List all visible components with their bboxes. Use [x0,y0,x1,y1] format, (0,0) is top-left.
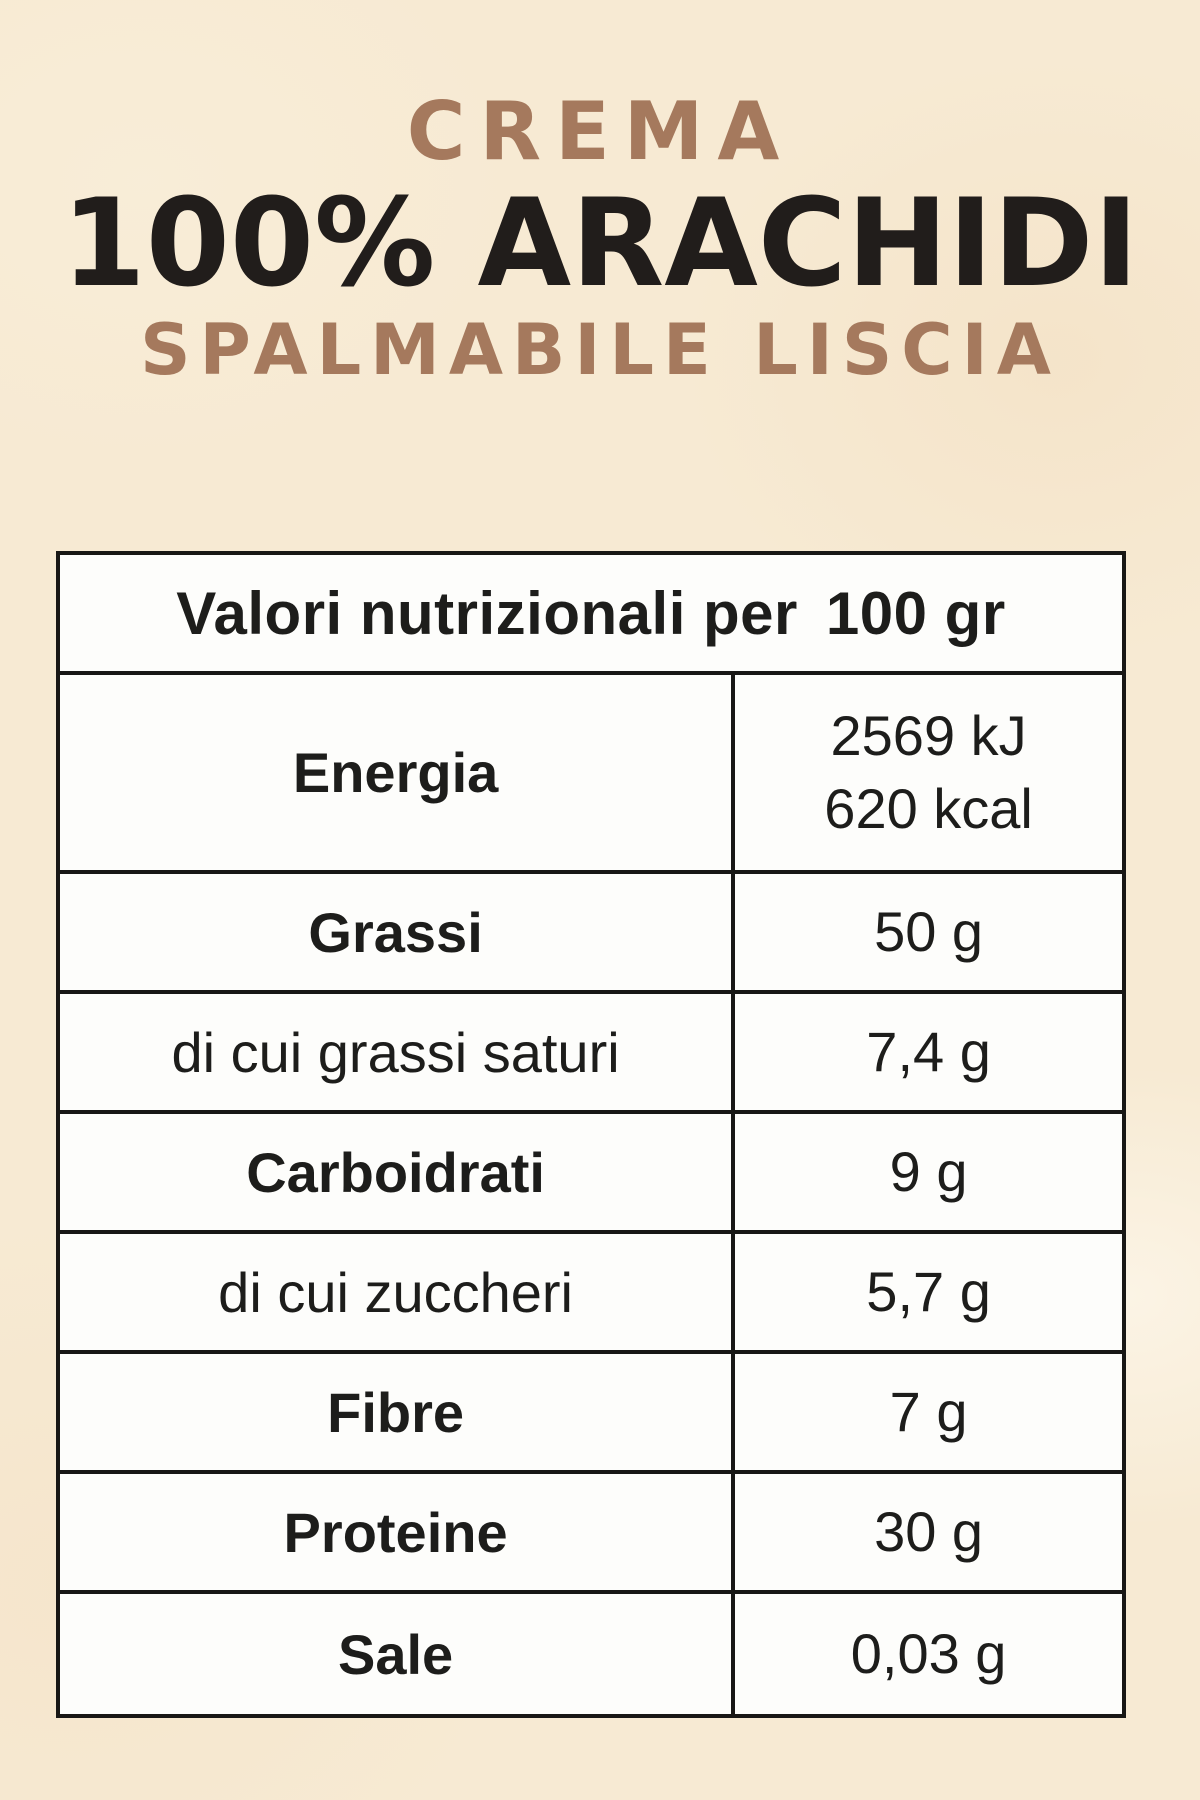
nutrition-row-zuccheri: di cui zuccheri 5,7 g [60,1234,1122,1355]
nutrition-row-energia: Energia 2569 kJ 620 kcal [60,675,1122,875]
nutrition-table-header: Valori nutrizionali per 100 gr [60,555,1122,676]
product-title-kicker: CREMA [406,85,794,178]
nutrition-value-zuccheri: 5,7 g [731,1234,1122,1351]
product-title-block: CREMA 100% ARACHIDI SPALMABILE LISCIA [0,0,1200,392]
nutrition-row-grassi-saturi: di cui grassi saturi 7,4 g [60,994,1122,1115]
nutrition-value-sale-text: 0,03 g [850,1621,1007,1685]
nutrition-row-proteine: Proteine 30 g [60,1474,1122,1595]
nutrition-label-carboidrati: Carboidrati [246,1140,545,1204]
nutrition-label-sale: Sale [337,1622,454,1686]
nutrition-label-grassi: Grassi [308,900,483,964]
nutrition-table-header-amount: 100 gr [825,579,1006,647]
nutrition-label-energia: Energia [292,741,499,805]
nutrition-value-grassi: 50 g [731,874,1122,991]
product-title-main: 100% ARACHIDI [61,173,1139,314]
nutrition-value-grassi-text: 50 g [874,899,984,963]
nutrition-value-energia: 2569 kJ 620 kcal [731,675,1122,871]
nutrition-table: Valori nutrizionali per 100 gr Energia 2… [56,551,1126,1719]
nutrition-value-energia-kj: 2569 kJ [830,703,1027,767]
nutrition-value-carboidrati-text: 9 g [889,1139,968,1203]
nutrition-label-zuccheri: di cui zuccheri [218,1260,573,1324]
nutrition-value-energia-kcal: 620 kcal [824,776,1033,840]
nutrition-value-grassi-saturi: 7,4 g [731,994,1122,1111]
nutrition-row-grassi: Grassi 50 g [60,874,1122,995]
nutrition-value-proteine-text: 30 g [874,1499,984,1563]
nutrition-value-sale: 0,03 g [731,1594,1122,1715]
nutrition-label-fibre: Fibre [327,1380,465,1444]
nutrition-label-proteine: Proteine [283,1500,508,1564]
nutrition-value-carboidrati: 9 g [731,1114,1122,1231]
nutrition-value-proteine: 30 g [731,1474,1122,1591]
product-title-subtitle: SPALMABILE LISCIA [140,309,1060,392]
nutrition-row-sale: Sale 0,03 g [60,1594,1122,1715]
nutrition-label-grassi-saturi: di cui grassi saturi [171,1020,620,1084]
nutrition-value-fibre: 7 g [731,1354,1122,1471]
nutrition-value-zuccheri-text: 5,7 g [866,1259,991,1323]
nutrition-row-carboidrati: Carboidrati 9 g [60,1114,1122,1235]
nutrition-value-grassi-saturi-text: 7,4 g [866,1019,991,1083]
nutrition-table-header-label: Valori nutrizionali per [176,579,798,647]
nutrition-row-fibre: Fibre 7 g [60,1354,1122,1475]
nutrition-value-fibre-text: 7 g [889,1379,968,1443]
